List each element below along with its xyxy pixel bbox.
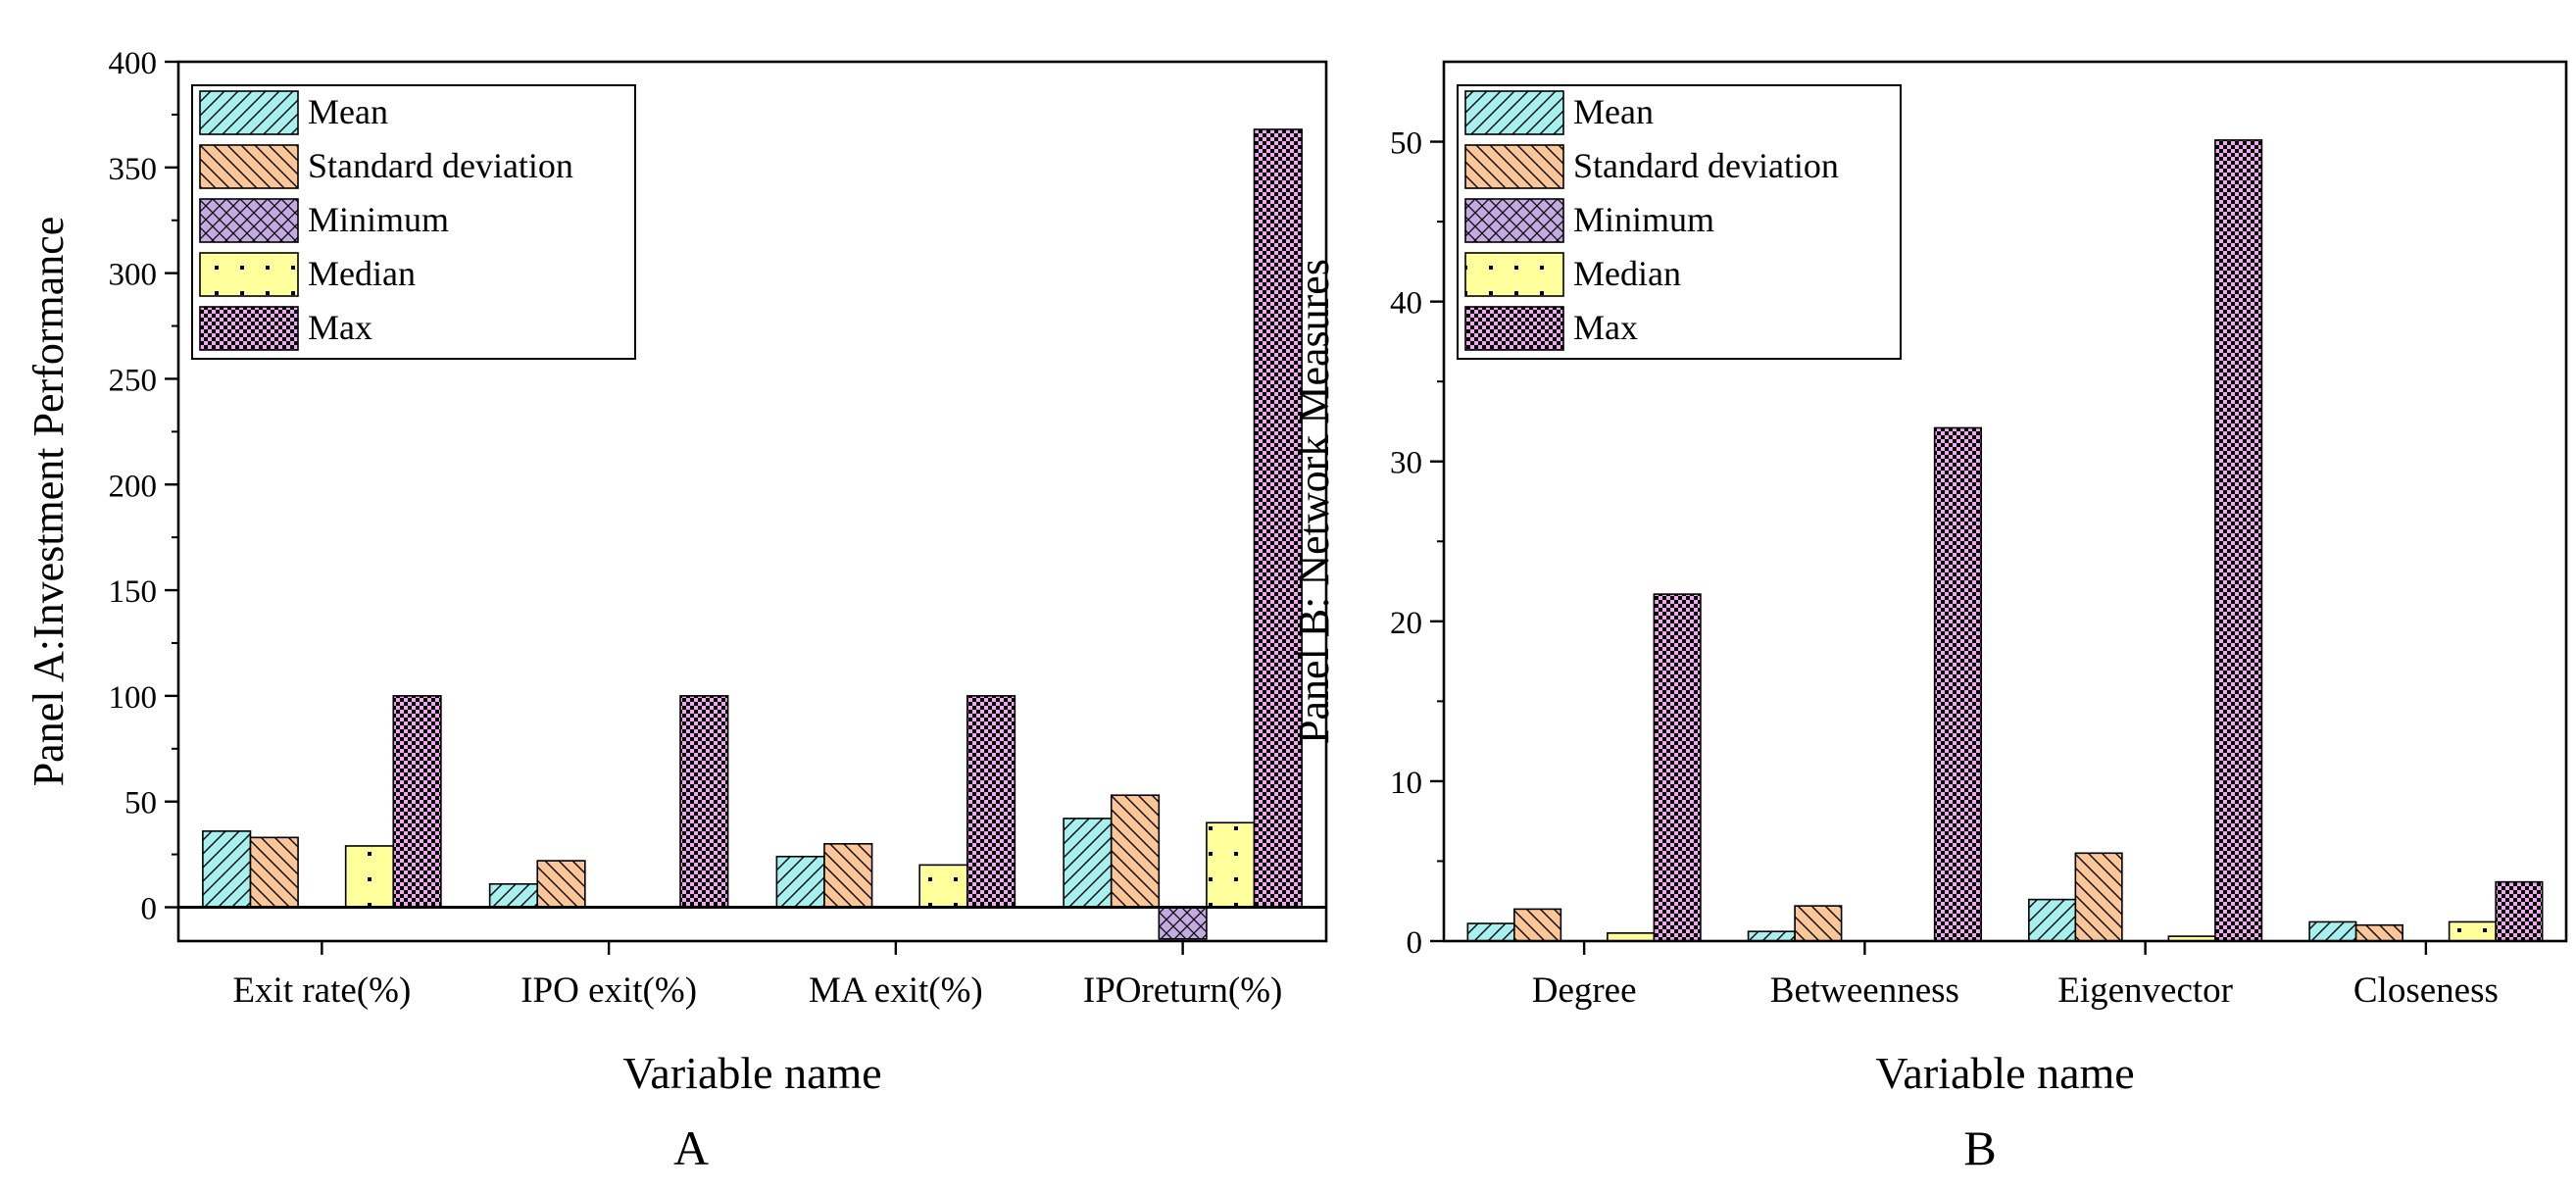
- panel-b-bar-mean-degree: [1466, 922, 1515, 942]
- panel-a-legend-swatch-minimum: [199, 198, 299, 243]
- panel-a-x-tick-label-ma-exit: MA exit(%): [809, 970, 983, 1011]
- panel-b-bar-max-degree: [1653, 593, 1702, 942]
- panel-a-legend-label-mean: Mean: [308, 92, 388, 131]
- panel-b-bar-standard-deviation-closeness: [2354, 923, 2403, 942]
- panel-a-legend-label-max: Max: [308, 308, 372, 347]
- panel-b-legend-label-mean: Mean: [1573, 92, 1654, 131]
- panel-a-bar-mean-ipo-exit: [488, 882, 539, 909]
- panel-b-x-axis-title: Variable name: [1875, 1048, 2134, 1098]
- panel-a-x-tick-label-exit-rate: Exit rate(%): [232, 970, 411, 1011]
- panel-a-y-ticks: 0 50 100 150 200 250 300 350 400: [109, 46, 178, 927]
- panel-b-legend-swatch-standard-deviation: [1464, 144, 1564, 189]
- panel-a-legend-label-standard-deviation: Standard deviation: [308, 146, 573, 185]
- panel-b-bar-standard-deviation-eigenvector: [2074, 852, 2123, 942]
- panel-a-bar-max-exit-rate: [392, 695, 442, 909]
- panel-b-legend-swatch-max: [1464, 306, 1564, 351]
- panel-a-y-tick-label: 200: [109, 469, 158, 504]
- panel-b-legend-swatch-median: [1464, 252, 1564, 297]
- panel-a-x-ticks: Exit rate(%) IPO exit(%) MA exit(%) IPOretu…: [232, 941, 1282, 1011]
- panel-a-legend: Mean Standard deviation Minimum Median Max: [191, 84, 636, 360]
- panel-a-y-tick-label: 50: [124, 786, 157, 821]
- panel-b-panel-label: B: [1963, 1120, 1996, 1175]
- panel-a-bar-minimum-iporeturn: [1158, 906, 1208, 940]
- panel-b-bar-median-closeness: [2448, 920, 2497, 942]
- panel-b-bar-mean-betweenness: [1747, 930, 1796, 942]
- panel-b-legend-label-standard-deviation: Standard deviation: [1573, 146, 1839, 185]
- panel-b-x-tick-label-betweenness: Betweenness: [1770, 970, 1959, 1011]
- panel-a-bar-max-ipo-exit: [679, 695, 729, 909]
- panel-a-y-tick-label: 250: [109, 363, 158, 398]
- panel-b-y-ticks: 0 10 20 30 40 50: [1390, 126, 1444, 961]
- panel-b-bar-mean-closeness: [2308, 920, 2357, 942]
- panel-a-y-tick-label: 0: [141, 892, 158, 927]
- panel-a-y-axis-title: Panel A:Investment Performance: [25, 217, 73, 787]
- panel-b-bar-mean-eigenvector: [2028, 898, 2077, 942]
- panel-a-bar-median-iporeturn: [1206, 821, 1256, 909]
- panel-a-x-tick-label-iporeturn: IPOreturn(%): [1083, 970, 1282, 1011]
- panel-b-y-tick-label: 50: [1390, 126, 1422, 162]
- panel-a-y-tick-label: 150: [109, 574, 158, 610]
- panel-a-bar-max-ma-exit: [966, 695, 1016, 909]
- panel-b-x-tick-label-closeness: Closeness: [2353, 970, 2499, 1011]
- panel-a-bar-median-exit-rate: [344, 845, 395, 909]
- panel-a-x-tick-label-ipo-exit: IPO exit(%): [520, 970, 697, 1011]
- panel-b-legend-label-median: Median: [1573, 254, 1681, 293]
- panel-a-bar-standard-deviation-ipo-exit: [536, 860, 586, 909]
- panel-a-bar-standard-deviation-iporeturn: [1110, 794, 1161, 909]
- panel-a-y-tick-label: 400: [109, 46, 158, 81]
- panel-b-bar-max-eigenvector: [2214, 139, 2263, 942]
- panel-a-bar-mean-exit-rate: [202, 830, 252, 909]
- panel-a-legend-label-minimum: Minimum: [308, 200, 449, 239]
- panel-b-y-tick-label: 20: [1390, 606, 1422, 641]
- panel-a-legend-swatch-standard-deviation: [199, 144, 299, 189]
- panel-a-y-tick-label: 350: [109, 152, 158, 187]
- panel-b-bar-standard-deviation-degree: [1513, 908, 1562, 942]
- panel-b-legend-swatch-mean: [1464, 90, 1564, 135]
- panel-a-panel-label: A: [673, 1120, 709, 1175]
- panel-a-bar-mean-ma-exit: [775, 855, 825, 909]
- panel-b-x-ticks: Degree Betweenness Eigenvector Closeness: [1532, 941, 2499, 1011]
- panel-b-bar-max-closeness: [2495, 880, 2544, 942]
- panel-a-legend-label-median: Median: [308, 254, 416, 293]
- panel-a-bars: [202, 128, 1303, 940]
- panel-a-plot-frame: [176, 60, 1328, 943]
- panel-b-bar-max-betweenness: [1933, 426, 1982, 942]
- panel-a-legend-swatch-mean: [199, 90, 299, 135]
- panel-b-legend-swatch-minimum: [1464, 198, 1564, 243]
- panel-b-chart: 0 10 20 30 40 50 Degree Betweenness Eigenvector C…: [1290, 60, 2568, 1175]
- panel-b-bar-standard-deviation-betweenness: [1794, 905, 1843, 942]
- panel-a-y-tick-label: 300: [109, 258, 158, 293]
- panel-a-y-tick-label: 100: [109, 680, 158, 716]
- panel-a-bar-mean-iporeturn: [1063, 818, 1113, 909]
- panel-b-x-tick-label-eigenvector: Eigenvector: [2057, 970, 2233, 1011]
- panel-b-y-tick-label: 40: [1390, 286, 1422, 322]
- panel-b-legend-label-minimum: Minimum: [1573, 200, 1714, 239]
- panel-b-x-tick-label-degree: Degree: [1532, 970, 1637, 1011]
- panel-a-chart: 0 50 100 150 200 250 300 350 400 Exit rate(%) IPO …: [25, 46, 1328, 1175]
- panel-a-bar-standard-deviation-ma-exit: [823, 843, 873, 909]
- panel-b-plot-frame: [1442, 60, 2568, 943]
- panel-a-bar-median-ma-exit: [918, 864, 968, 909]
- panel-a-x-axis-title: Variable name: [622, 1048, 881, 1098]
- panel-b-legend: Mean Standard deviation Minimum Median Max: [1457, 84, 1902, 360]
- panel-a-bar-max-iporeturn: [1253, 128, 1303, 909]
- panel-b-y-tick-label: 10: [1390, 766, 1422, 801]
- panel-b-y-tick-label: 30: [1390, 446, 1422, 481]
- panel-a-legend-swatch-median: [199, 252, 299, 297]
- panel-a-bar-standard-deviation-exit-rate: [249, 836, 299, 909]
- panel-b-legend-label-max: Max: [1573, 308, 1638, 347]
- panel-b-y-tick-label: 0: [1407, 925, 1423, 961]
- panel-a-legend-swatch-max: [199, 306, 299, 351]
- panel-b-y-axis-title: Panel B: Network Measures: [1290, 259, 1338, 744]
